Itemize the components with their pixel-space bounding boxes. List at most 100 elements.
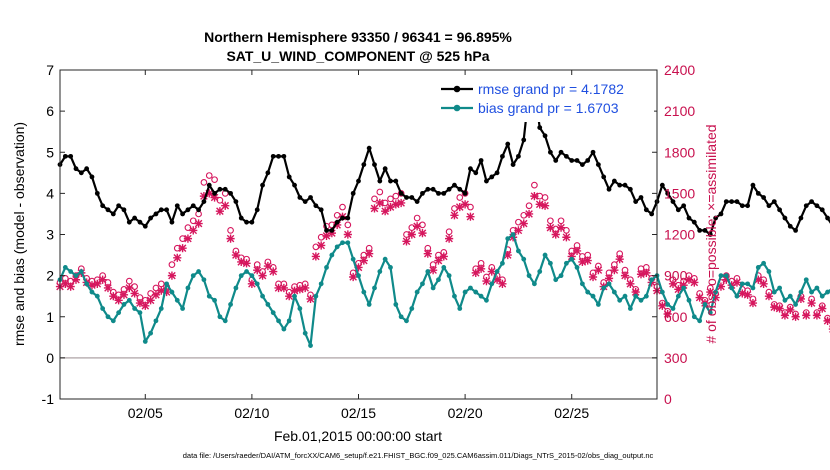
obs-assimilated-point	[679, 281, 688, 290]
bias-point	[62, 265, 68, 270]
rmse-series	[57, 84, 830, 237]
rmse-point	[105, 207, 111, 213]
legend-bias-label: bias grand pr = 1.6703	[478, 100, 619, 116]
obs-assimilated-point	[722, 275, 731, 284]
obs-possible-point	[211, 176, 218, 184]
y-right-tick-label: 1800	[664, 144, 695, 160]
obs-assimilated-point	[370, 204, 379, 213]
bias-point	[510, 232, 516, 237]
rmse-point	[825, 215, 830, 221]
rmse-point	[649, 211, 655, 217]
rmse-point	[681, 203, 687, 209]
obs-possible-point	[392, 192, 400, 200]
rmse-point	[686, 215, 692, 221]
rmse-point	[601, 174, 607, 180]
bias-point	[489, 281, 495, 287]
obs-assimilated-point	[402, 237, 411, 246]
obs-assimilated-point	[471, 268, 480, 277]
bias-point	[691, 314, 697, 320]
rmse-point	[414, 199, 420, 205]
obs-assimilated-point	[604, 274, 614, 283]
obs-assimilated-point	[524, 209, 534, 219]
obs-possible-point	[387, 195, 394, 203]
rmse-point	[270, 153, 276, 159]
rmse-line	[59, 85, 830, 236]
bias-point	[547, 260, 553, 266]
rmse-point	[563, 153, 569, 159]
obs-assimilated-point	[556, 223, 566, 232]
obs-possible-point	[227, 227, 234, 234]
bias-point	[542, 252, 548, 258]
legend: rmse grand pr = 4.1782 bias grand pr = 1…	[424, 75, 654, 122]
y-right-tick-label: 2100	[664, 103, 695, 119]
rmse-point	[372, 162, 377, 167]
obs-assimilated-point	[258, 271, 267, 280]
obs-possible-point	[419, 221, 426, 229]
rmse-point	[84, 166, 90, 172]
obs-assimilated-point	[764, 292, 774, 301]
bias-point	[803, 277, 809, 283]
rmse-point	[132, 215, 138, 221]
plot-area	[55, 84, 830, 359]
obs-assimilated-point	[807, 298, 816, 308]
obs-assimilated-point	[695, 293, 704, 302]
obs-assimilated-point	[93, 279, 102, 288]
obs-assimilated-point	[290, 286, 299, 295]
obs-assimilated-point	[818, 304, 827, 313]
x-tick-label: 02/15	[341, 405, 376, 421]
obs-assimilated-point	[253, 266, 262, 275]
obs-possible-point	[168, 261, 176, 269]
obs-assimilated-point	[461, 200, 470, 209]
bias-point	[196, 269, 201, 274]
left-axis: -1 0 1 2 3 4 5 6 7	[42, 62, 65, 407]
rmse-point	[297, 195, 303, 200]
bias-point	[340, 240, 345, 246]
rmse-point	[110, 211, 116, 217]
bias-point	[414, 289, 420, 295]
bias-point	[190, 273, 196, 279]
rmse-point	[622, 182, 628, 188]
bias-point	[228, 302, 233, 307]
bias-point	[292, 293, 297, 299]
bias-point	[595, 302, 601, 307]
rmse-point	[249, 219, 255, 225]
bias-point	[244, 269, 249, 274]
y-right-tick-label: 900	[664, 268, 688, 284]
x-axis: 02/05 02/10 02/15 02/20 02/25	[128, 70, 589, 421]
bias-point	[116, 310, 122, 316]
bias-point	[260, 293, 265, 299]
obs-assimilated-point	[173, 253, 182, 262]
obs-assimilated-point	[663, 309, 672, 319]
rmse-point	[201, 199, 207, 205]
obs-assimilated-point	[754, 275, 763, 284]
obs-assimilated-point	[215, 207, 225, 216]
rmse-point	[462, 190, 468, 196]
rmse-point	[68, 153, 74, 159]
rmse-point	[361, 162, 367, 167]
rmse-point	[324, 227, 329, 233]
rmse-point	[734, 199, 740, 205]
rmse-point	[94, 190, 100, 196]
obs-assimilated-point	[759, 279, 768, 288]
bias-point	[238, 273, 244, 279]
bias-point	[409, 306, 415, 311]
obs-assimilated-point	[407, 230, 416, 239]
bias-point	[105, 314, 111, 320]
obs-assimilated-point	[263, 261, 272, 271]
obs-assimilated-point	[418, 229, 427, 238]
obs-assimilated-point	[274, 283, 283, 293]
bias-point	[329, 252, 335, 258]
obs-assimilated-point	[791, 312, 800, 321]
rmse-point	[585, 158, 591, 163]
footer-data-file: data file: /Users/raeder/DAI/ATM_forcXX/…	[183, 451, 654, 460]
bias-point	[212, 297, 217, 303]
bias-point	[718, 273, 724, 279]
bias-point	[121, 302, 127, 307]
obs-assimilated-point	[71, 275, 81, 284]
bias-point	[516, 248, 521, 254]
x-tick-label: 02/10	[234, 405, 269, 421]
rmse-point	[382, 166, 388, 172]
bias-point	[398, 314, 404, 320]
obs-assimilated-point	[114, 296, 123, 305]
rmse-point	[137, 219, 143, 225]
